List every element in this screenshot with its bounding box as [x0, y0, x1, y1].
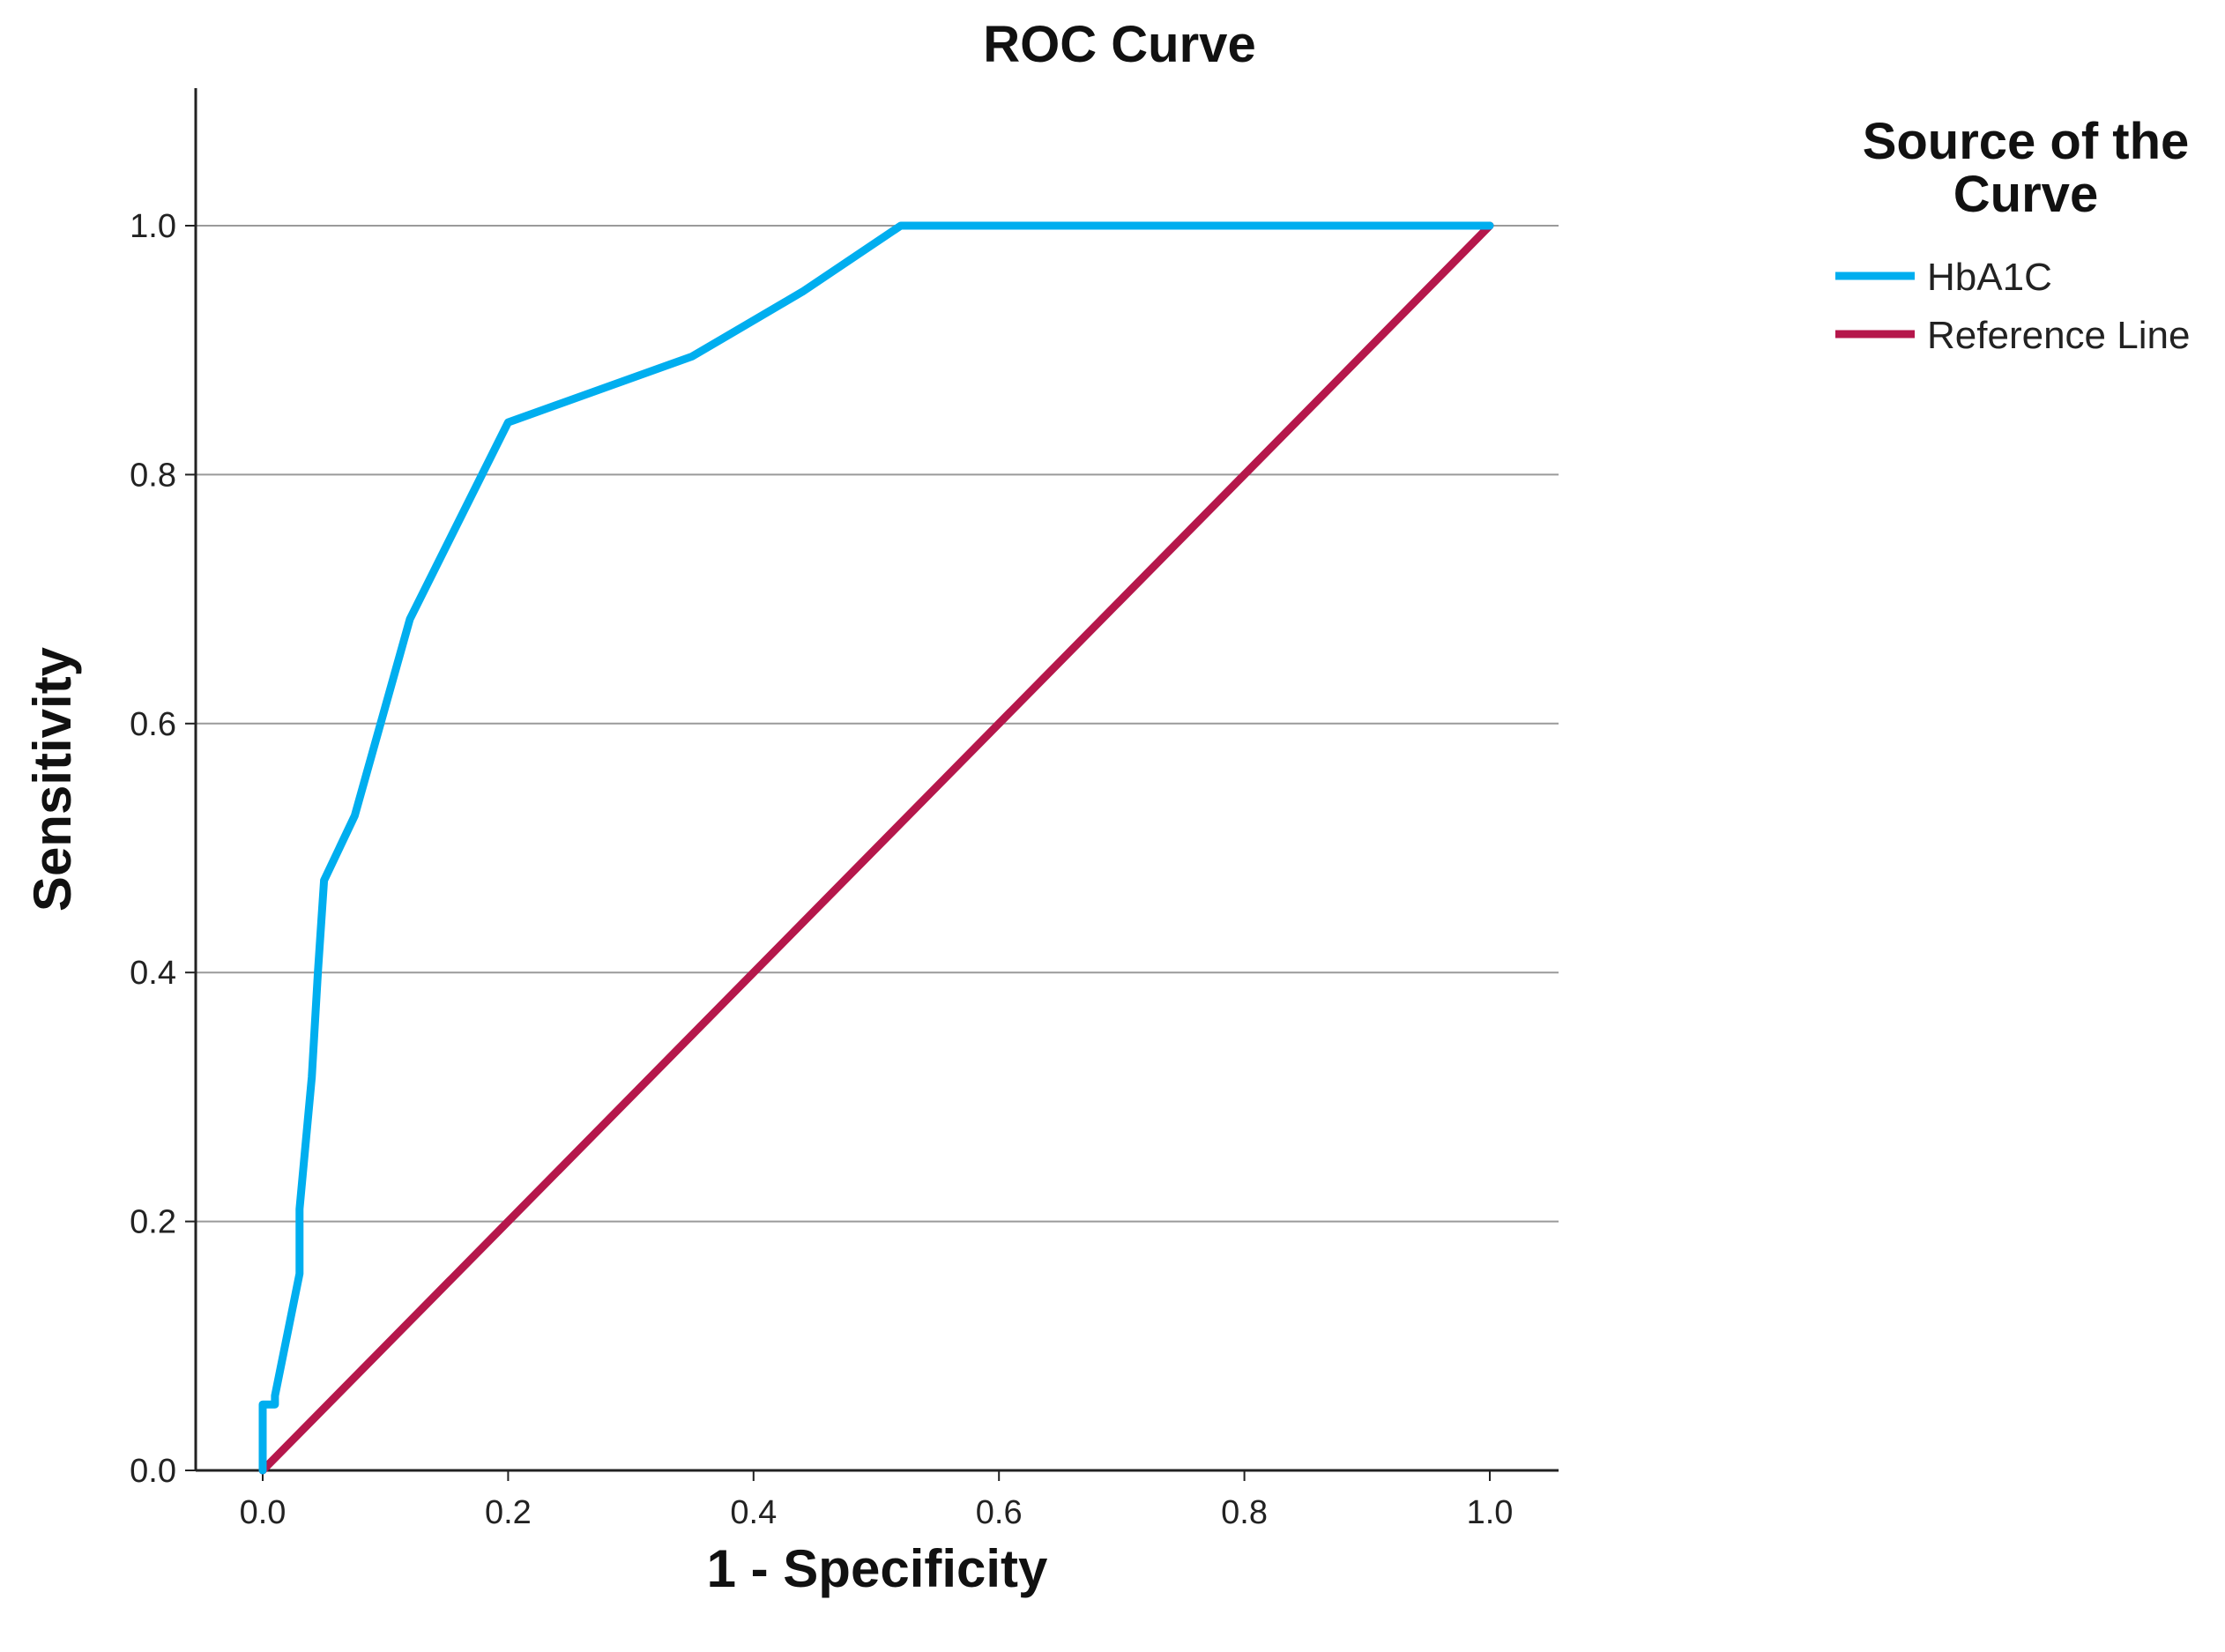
legend-title-line-2: Curve: [1953, 166, 2098, 223]
chart-title: ROC Curve: [983, 16, 1255, 73]
x-tick-label: 1.0: [1467, 1494, 1514, 1531]
y-tick-label: 0.0: [130, 1453, 176, 1490]
x-tick-label: 0.8: [1221, 1494, 1268, 1531]
x-tick-label: 0.4: [730, 1494, 777, 1531]
legend-label-reference-line: Reference Line: [1927, 314, 2190, 357]
y-tick-label: 0.6: [130, 706, 176, 743]
legend: Source of the Curve HbA1C Reference Line: [1835, 113, 2190, 357]
legend-label-hba1c: HbA1C: [1927, 256, 2052, 299]
y-tick-label: 0.8: [130, 457, 176, 494]
series-layer: [258, 221, 1494, 1475]
y-ticks: 0.0 0.2 0.4 0.6 0.8 1.0: [130, 208, 196, 1490]
series-line-reference-line: [258, 221, 1494, 1475]
x-tick-label: 0.2: [485, 1494, 532, 1531]
y-tick-label: 0.4: [130, 955, 176, 992]
legend-title-line-1: Source of the: [1863, 113, 2190, 170]
y-tick-label: 1.0: [130, 208, 176, 245]
y-axis-title: Sensitivity: [23, 646, 82, 912]
legend-items: HbA1C Reference Line: [1835, 256, 2190, 357]
series-line-hba1c: [258, 221, 1494, 1475]
x-ticks: 0.0 0.2 0.4 0.6 0.8 1.0: [240, 1470, 1514, 1531]
x-tick-label: 0.0: [240, 1494, 286, 1531]
x-axis-title: 1 - Specificity: [707, 1539, 1048, 1598]
x-tick-label: 0.6: [976, 1494, 1023, 1531]
gridlines: [196, 225, 1559, 1223]
y-tick-label: 0.2: [130, 1204, 176, 1241]
